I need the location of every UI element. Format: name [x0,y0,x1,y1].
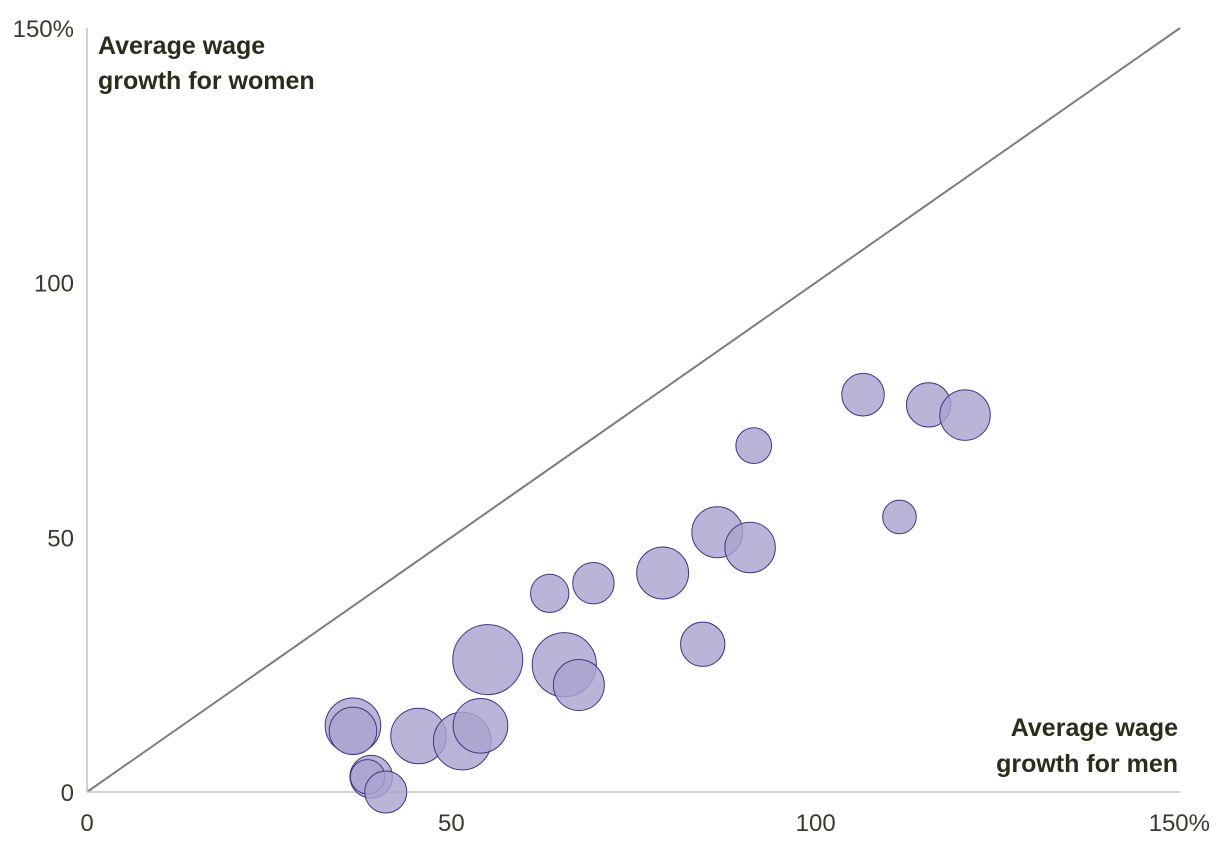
data-bubble [364,770,408,814]
data-bubble [530,573,570,614]
y-axis-title: Average wage [98,32,265,60]
data-bubble [735,427,773,465]
x-tick-label: 150% [1149,810,1210,837]
data-bubble [552,659,605,712]
data-bubble [328,706,378,756]
data-bubble [841,372,885,417]
x-tick-label: 100 [796,810,836,837]
x-tick-label: 0 [80,810,93,837]
data-bubble [452,697,509,754]
y-tick-label: 50 [47,525,74,552]
data-bubble [680,621,726,667]
reference-layer [86,27,1181,793]
y-tick-label: 150% [13,16,74,43]
data-bubble [572,561,615,605]
axes-layer: 0 50 100 150% 0 50 100 150% [13,16,1210,837]
data-bubble [636,546,690,600]
label-layer: Average wage growth for women Average wage… [98,32,1178,778]
y-tick-label: 0 [61,780,74,807]
x-tick-label: 50 [438,810,465,837]
x-axis-title: Average wage [1011,714,1178,742]
y-axis-title: growth for women [98,67,315,95]
bubble-layer [324,372,991,814]
data-bubble [939,389,991,441]
equality-line [86,27,1181,793]
data-bubble [452,624,524,696]
data-bubble [882,499,917,535]
x-axis-title: growth for men [996,750,1178,778]
data-bubble [724,521,776,574]
y-tick-label: 100 [34,271,74,298]
